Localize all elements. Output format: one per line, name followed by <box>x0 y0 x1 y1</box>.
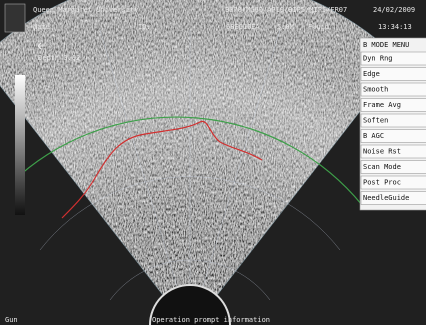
menu-item[interactable]: Scan Mode <box>363 163 401 171</box>
menu-item[interactable]: Edge <box>363 70 380 78</box>
menu-item[interactable]: Smooth <box>363 86 388 94</box>
settings: B070/MG60/AP10/BIP5/MIP5/FR07 <box>225 6 347 14</box>
menu-item[interactable]: B AGC <box>363 132 384 140</box>
ultrasound-screen: Queen Margaret University B070/MG60/AP10… <box>0 0 426 325</box>
menu-item[interactable]: Noise Rst <box>363 148 401 156</box>
menu-item[interactable]: Soften <box>363 117 388 125</box>
depth: Depth 0.62 <box>38 54 80 62</box>
probe: 6SEC10EA <box>226 23 261 31</box>
id-label: ID: <box>138 23 151 31</box>
menu-item[interactable]: Post Proc <box>363 179 401 187</box>
menu-item[interactable]: Dyn Rng <box>363 55 393 63</box>
menu-item[interactable]: Frame Avg <box>363 101 401 109</box>
institution: Queen Margaret University <box>33 6 138 14</box>
prompt: Operation prompt information <box>152 316 270 324</box>
menu-title: B MODE MENU <box>363 41 409 49</box>
preset: Fluid <box>308 23 329 31</box>
logo <box>5 4 25 32</box>
footer-label: Gun <box>5 316 18 324</box>
menu-panel: B MODE MENU Dyn Rng Edge Smooth Frame Avg So… <box>360 38 426 210</box>
name-label: Name: <box>33 23 54 31</box>
menu-item[interactable]: NeedleGuide <box>363 194 409 202</box>
date: 24/02/2009 <box>373 6 415 14</box>
frequency: 5.0M <box>277 23 294 31</box>
grayscale-bar <box>15 75 25 215</box>
time: 13:34:13 <box>378 23 412 31</box>
